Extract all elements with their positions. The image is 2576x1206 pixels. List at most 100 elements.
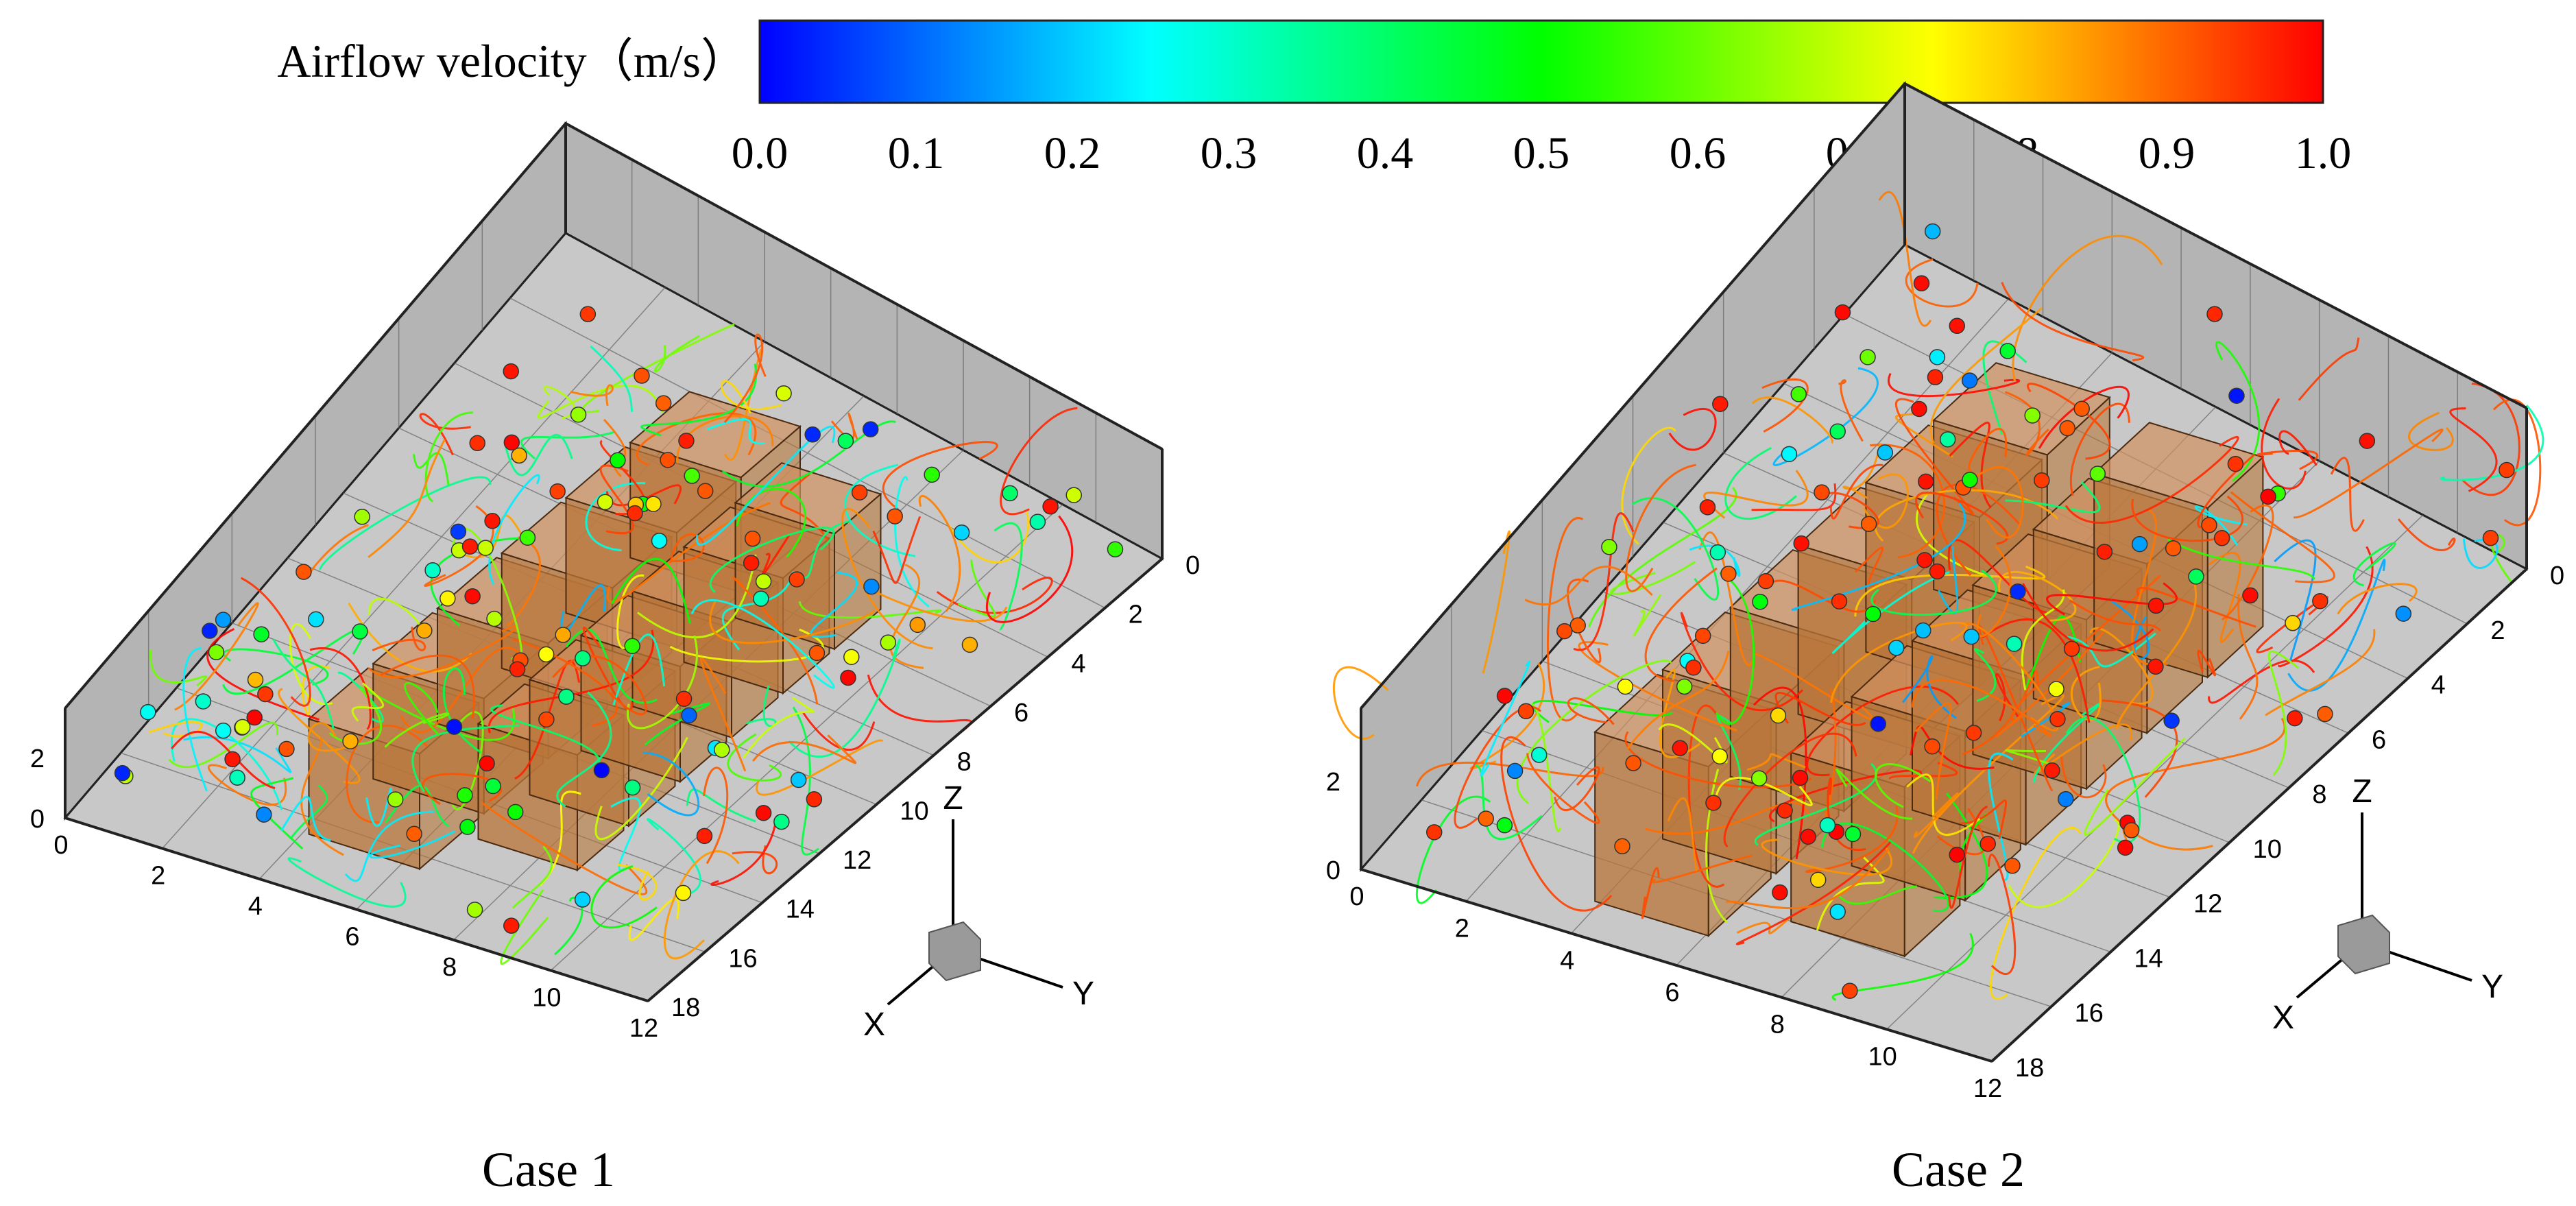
particle (1916, 552, 1933, 568)
streamline (2070, 402, 2130, 496)
streamline (1641, 867, 1660, 919)
streamline (1912, 694, 2065, 854)
streamline (720, 380, 782, 414)
y-tick-label: 16 (728, 944, 757, 973)
particle (1625, 755, 1641, 771)
particle (1963, 628, 1980, 645)
particle (352, 623, 368, 640)
streamline (617, 863, 658, 901)
particle (1699, 499, 1716, 516)
z-axis-label: Z (2352, 773, 2372, 810)
streamline (1982, 340, 2027, 435)
streamline (514, 660, 581, 780)
particle (862, 421, 879, 437)
streamline (1905, 258, 1979, 308)
streamline (1680, 612, 1804, 712)
particle (593, 762, 610, 779)
particle (247, 671, 264, 688)
particle (2188, 568, 2204, 585)
streamline (1644, 567, 1718, 682)
room-front-edges (64, 122, 1164, 1002)
streamline (1791, 503, 1966, 611)
streamline (1332, 666, 1389, 740)
colorbar-tick-label: 0.9 (2139, 128, 2195, 178)
streamline (422, 773, 503, 806)
particle (1029, 514, 1046, 530)
z-tick-label: 2 (1326, 768, 1340, 797)
streamline (1746, 753, 1806, 771)
streamline (2131, 508, 2169, 666)
streamline (359, 686, 516, 741)
particle (1614, 838, 1630, 855)
particle (257, 686, 274, 703)
y-tick-label: 2 (1129, 601, 1143, 629)
streamline (1968, 466, 2024, 539)
particle (1496, 817, 1513, 834)
streamline (424, 411, 473, 503)
y-tick-label: 6 (2372, 725, 2386, 754)
streamline (2222, 504, 2274, 621)
particle (1757, 572, 1774, 590)
particle (1965, 725, 1982, 741)
streamline (1805, 806, 1899, 873)
particle (246, 709, 263, 726)
streamline (1624, 731, 1812, 788)
particle (1929, 349, 1946, 365)
streamline (1524, 566, 1653, 605)
orientation-cube-icon (2337, 914, 2390, 975)
streamline (1633, 594, 1662, 637)
particle (579, 306, 597, 322)
streamline (2265, 629, 2376, 716)
particle (714, 741, 730, 758)
streamline (2256, 449, 2319, 470)
particle (1834, 304, 1851, 321)
streamline (669, 628, 824, 663)
particle (1107, 541, 1124, 557)
streamline (810, 571, 858, 638)
streamline (703, 767, 729, 865)
particle (538, 646, 555, 663)
streamline (732, 576, 819, 705)
streamline (1625, 463, 1696, 592)
colorbar-tick-label: 0.5 (1513, 128, 1570, 178)
particle (808, 644, 826, 662)
particle (208, 644, 225, 661)
particle (1809, 871, 1827, 889)
particle (837, 433, 854, 449)
streamline (2208, 551, 2241, 643)
z-tick-label: 2 (30, 745, 45, 773)
streamline (505, 433, 573, 477)
x-tick-label: 12 (629, 1014, 658, 1043)
particle (229, 769, 245, 786)
particle (1870, 715, 1887, 732)
streamline (1838, 885, 1917, 905)
streamline (1631, 497, 1720, 601)
streamline (1698, 531, 1755, 666)
streamline (1835, 768, 1913, 820)
streamline (1947, 539, 2047, 614)
particle (486, 610, 503, 627)
particle (843, 649, 860, 665)
streamline (1715, 571, 1755, 725)
particle (1672, 740, 1689, 756)
streamline (2008, 819, 2120, 908)
particle (2147, 597, 2165, 614)
colorbar-tick-label: 0.6 (1670, 128, 1726, 178)
y-tick-label: 8 (2312, 780, 2326, 809)
particle (744, 530, 761, 547)
particle (2024, 407, 2041, 424)
particle (1829, 423, 1846, 440)
streamline (1659, 668, 1701, 758)
streamline (2197, 649, 2216, 677)
y-tick-label: 6 (1014, 699, 1028, 727)
streamline (1894, 412, 1953, 458)
particle (755, 573, 772, 590)
streamline (1988, 752, 2014, 881)
particle (1711, 748, 1729, 764)
streamline (2069, 599, 2162, 631)
streamline (1854, 565, 2046, 617)
z-tick-label: 0 (1326, 856, 1340, 885)
particle (511, 447, 527, 464)
streamline (1878, 191, 1932, 327)
streamline (2004, 391, 2049, 457)
